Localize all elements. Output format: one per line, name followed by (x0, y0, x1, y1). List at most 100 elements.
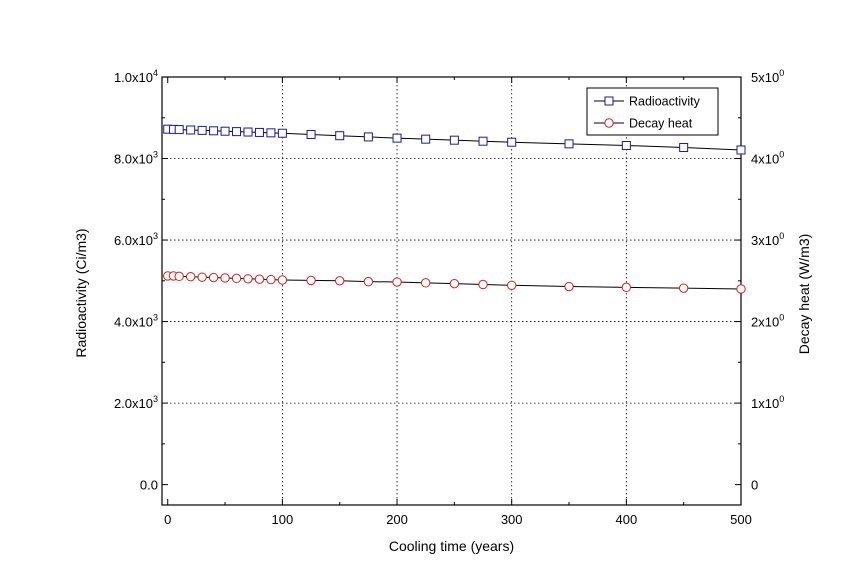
y-right-tick-label: 2x100 (751, 313, 784, 330)
grid (162, 77, 741, 505)
tick-label-base: 2x10 (751, 315, 779, 330)
data-point-square (507, 137, 517, 147)
data-point-circle (185, 272, 196, 282)
data-point-circle (449, 278, 460, 289)
data-point-circle (266, 274, 276, 285)
x-tick-label: 0 (164, 512, 171, 527)
data-point-square (449, 135, 459, 145)
data-point-square (220, 126, 230, 136)
data-point-square (186, 125, 196, 135)
axis-ticks (162, 76, 742, 505)
data-point-square (363, 132, 373, 142)
legend-label: Decay heat (629, 117, 693, 131)
data-point-square (277, 128, 287, 138)
data-point-circle (208, 272, 219, 283)
data-point-circle (621, 282, 632, 293)
data-point-square (243, 127, 253, 137)
y-left-tick-label: 8.0x103 (114, 150, 158, 167)
tick-label-exponent: 0 (779, 231, 784, 241)
tick-label-exponent: 3 (153, 394, 158, 404)
series-decay-heat (163, 271, 746, 294)
legend-marker-circle (604, 118, 614, 128)
data-point-square (421, 134, 431, 144)
tick-label-exponent: 0 (779, 394, 784, 404)
y-left-tick-label: 0.0 (140, 478, 158, 493)
tick-label-base: 0.0 (140, 478, 158, 493)
data-point-square (266, 128, 276, 138)
data-point-circle (231, 273, 242, 284)
data-point-circle (392, 277, 402, 287)
tick-label-exponent: 3 (153, 231, 158, 241)
tick-label-base: 3x10 (751, 233, 779, 248)
tick-label-exponent: 0 (779, 150, 784, 160)
data-point-square (392, 133, 402, 143)
y-left-tick-label: 6.0x103 (114, 231, 158, 248)
data-point-circle (506, 280, 517, 290)
y-right-tick-label: 4x100 (751, 150, 784, 167)
data-point-circle (564, 281, 574, 292)
y-left-tick-label: 1.0x104 (114, 68, 158, 85)
y-right-tick-label: 0 (751, 478, 758, 493)
tick-labels: 0 100 200 300 400 5000.02.0x1034.0x1036.0x103… (114, 68, 784, 527)
y-left-tick-label: 2.0x103 (114, 394, 158, 411)
data-point-circle (306, 275, 316, 286)
tick-label-exponent: 3 (153, 313, 158, 323)
data-point-circle (736, 284, 746, 294)
x-tick-label: 400 (615, 512, 637, 527)
tick-label-base: 1.0x10 (114, 70, 153, 85)
tick-label-base: 6.0x10 (114, 233, 153, 248)
y-right-tick-label: 1x100 (751, 394, 784, 411)
data-point-square (679, 143, 689, 153)
legend-entry: Radioactivity (594, 95, 701, 109)
data-point-circle (363, 276, 374, 287)
tick-label-base: 0 (751, 478, 758, 493)
tick-label-exponent: 4 (153, 68, 158, 78)
data-point-circle (335, 276, 345, 286)
tick-label-exponent: 0 (779, 68, 784, 78)
data-point-square (254, 127, 264, 137)
data-point-circle (243, 274, 253, 284)
legend-entry: Decay heat (594, 117, 693, 131)
tick-label-base: 1x10 (751, 396, 779, 411)
legend-marker-square (604, 96, 614, 106)
data-point-circle (254, 274, 265, 284)
data-point-square (335, 131, 345, 141)
y-right-tick-label: 5x100 (751, 68, 784, 85)
data-point-square (478, 136, 488, 146)
tick-label-base: 2.0x10 (114, 396, 153, 411)
tick-label-exponent: 3 (153, 150, 158, 160)
data-point-square (736, 145, 746, 155)
x-tick-label: 500 (730, 512, 752, 527)
y-left-tick-label: 4.0x103 (114, 313, 158, 330)
y-right-tick-label: 3x100 (751, 231, 784, 248)
data-point-square (306, 129, 316, 139)
tick-label-base: 4x10 (751, 152, 779, 167)
tick-label-base: 4.0x10 (114, 315, 153, 330)
x-tick-label: 200 (386, 512, 408, 527)
data-point-circle (678, 283, 689, 293)
data-point-circle (220, 273, 230, 283)
data-point-circle (421, 278, 431, 288)
y-axis-left-title: Radioactivity (Ci/m3) (73, 228, 89, 357)
data-point-square (621, 140, 631, 150)
legend: Radioactivity Decay heat (586, 87, 719, 136)
data-point-circle (174, 271, 184, 282)
x-axis-title: Cooling time (years) (389, 538, 514, 554)
tick-label-base: 5x10 (751, 70, 779, 85)
y-axis-right-title: Decay heat (W/m3) (796, 234, 812, 355)
series-radioactivity (163, 124, 746, 155)
data-point-square (232, 127, 242, 137)
x-tick-label: 300 (501, 512, 523, 527)
series (163, 124, 746, 294)
tick-label-exponent: 0 (779, 313, 784, 323)
data-point-square (197, 125, 207, 135)
data-point-circle (478, 279, 488, 290)
x-tick-label: 100 (272, 512, 294, 527)
data-point-square (174, 125, 184, 135)
data-point-square (209, 126, 219, 136)
legend-label: Radioactivity (629, 95, 701, 109)
data-point-square (564, 139, 574, 149)
tick-label-base: 8.0x10 (114, 152, 153, 167)
data-point-circle (197, 272, 207, 282)
